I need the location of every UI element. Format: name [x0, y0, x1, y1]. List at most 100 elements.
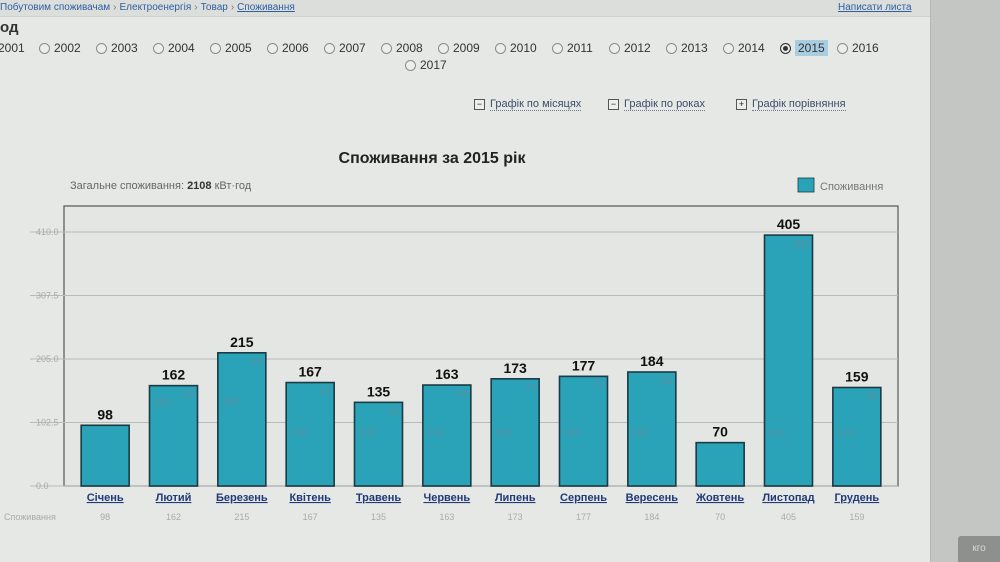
bar-Лютий: [148, 384, 199, 487]
radio-icon[interactable]: [96, 42, 107, 54]
total-unit: кВт·год: [212, 180, 252, 192]
radio-icon[interactable]: [153, 42, 164, 54]
bar-Червень: [422, 384, 472, 487]
bar-inner-top-label: 35: [388, 406, 400, 417]
bar-inner-base-label: 100: [769, 428, 786, 439]
year-option-2008[interactable]: 2008: [381, 39, 423, 57]
page: Побутовим споживачам › Електроенергія › Това…: [0, 0, 930, 562]
year-option-2012[interactable]: 2012: [609, 39, 651, 57]
y-tick-label: 205.0: [36, 354, 59, 364]
radio-icon[interactable]: [381, 42, 392, 54]
year-option-label: 2004: [168, 41, 195, 55]
year-option-2001[interactable]: 2001: [0, 39, 25, 57]
year-option-2011[interactable]: 2011: [552, 39, 593, 57]
x-tick-label: Січень: [87, 492, 124, 504]
legend-swatch: [797, 177, 815, 193]
x-tick-label: Квітень: [289, 492, 331, 504]
radio-icon[interactable]: [210, 42, 221, 54]
bar-inner-base-label: 100: [290, 428, 307, 439]
radio-icon[interactable]: [39, 42, 50, 54]
total-value: 2108: [187, 180, 211, 192]
chart-view-link-label[interactable]: Графік порівняння: [752, 98, 846, 111]
radio-icon[interactable]: [495, 42, 506, 54]
year-option-2017[interactable]: 2017: [405, 56, 447, 74]
year-option-2004[interactable]: 2004: [153, 39, 195, 57]
breadcrumb-item[interactable]: Побутовим споживачам: [0, 2, 111, 13]
year-option-label: 2015: [795, 40, 828, 56]
year-option-2006[interactable]: 2006: [267, 39, 309, 57]
chart-view-link[interactable]: + Графік порівняння: [736, 98, 846, 111]
radio-icon[interactable]: [438, 42, 449, 54]
year-option-label: 2008: [396, 41, 423, 55]
table-cell: 162: [166, 512, 181, 522]
year-option-label: 2002: [54, 41, 81, 55]
breadcrumb-item[interactable]: Споживання: [237, 2, 295, 13]
bar-inner-top-label: 59: [867, 391, 879, 402]
radio-icon[interactable]: [552, 42, 563, 54]
chart-title: Споживання за 2015 рік: [339, 150, 527, 167]
table-cell: 167: [303, 512, 318, 522]
year-option-label: 2009: [453, 41, 480, 55]
year-option-2015[interactable]: 2015: [780, 39, 828, 57]
radio-icon[interactable]: [837, 42, 848, 54]
radio-icon[interactable]: [780, 42, 791, 54]
year-option-2016[interactable]: 2016: [837, 39, 879, 57]
year-option-2005[interactable]: 2005: [210, 39, 252, 57]
year-option-2002[interactable]: 2002: [39, 39, 81, 57]
year-option-label: 2010: [510, 41, 537, 55]
bar-value-label: 405: [777, 216, 801, 232]
year-option-label: 2013: [681, 41, 708, 55]
bar-value-label: 162: [162, 367, 186, 383]
chart-view-link[interactable]: − Графік по місяцях: [474, 98, 582, 111]
chart-view-link-label[interactable]: Графік по роках: [624, 98, 705, 111]
bar-Серпень: [558, 375, 609, 487]
bar-inner-base-label: 100: [564, 428, 581, 439]
minus-box-icon[interactable]: −: [608, 99, 619, 110]
table-cell: 163: [439, 512, 454, 522]
chart-view-link-label[interactable]: Графік по місяцях: [490, 98, 582, 111]
bar-value-label: 163: [435, 366, 459, 382]
consumption-chart: Споживання за 2015 рік Загальне споживанн…: [4, 150, 899, 522]
bar-value-label: 167: [298, 364, 322, 380]
year-option-2003[interactable]: 2003: [96, 39, 138, 57]
year-option-label: 2016: [852, 41, 879, 55]
table-cell: 405: [781, 512, 796, 522]
year-option-2007[interactable]: 2007: [324, 39, 366, 57]
year-option-2010[interactable]: 2010: [495, 39, 537, 57]
x-tick-label: Березень: [216, 492, 268, 504]
breadcrumb-separator: ›: [113, 2, 117, 13]
bar-inner-top-label: 84: [662, 376, 674, 387]
radio-icon[interactable]: [723, 42, 734, 54]
year-option-label: 2006: [282, 41, 309, 55]
bar-inner-base-label: 150: [154, 397, 171, 408]
right-side-panel: [930, 0, 1000, 562]
bar-inner-base-label: 100: [632, 428, 649, 439]
breadcrumb-separator: ›: [194, 2, 198, 13]
year-option-2014[interactable]: 2014: [723, 39, 765, 57]
minus-box-icon[interactable]: −: [474, 99, 485, 110]
radio-icon[interactable]: [609, 42, 620, 54]
bar-inner-base-label: 100: [837, 428, 854, 439]
bar-Квітень: [285, 381, 335, 487]
breadcrumb-item[interactable]: Товар: [200, 2, 228, 13]
bar-Січень: [80, 424, 130, 487]
breadcrumb: Побутовим споживачам › Електроенергія › Това…: [0, 0, 295, 16]
legend-label: Споживання: [820, 181, 883, 193]
radio-icon[interactable]: [324, 42, 335, 54]
write-letter-link[interactable]: Написати листа: [838, 2, 912, 13]
radio-icon[interactable]: [267, 42, 278, 54]
x-tick-label: Жовтень: [695, 492, 744, 504]
corner-button[interactable]: кго: [958, 536, 1000, 562]
chart-view-link[interactable]: − Графік по роках: [608, 98, 705, 111]
radio-icon[interactable]: [405, 59, 416, 71]
year-option-label: 2007: [339, 41, 366, 55]
year-option-label: 2003: [111, 41, 138, 55]
bar-value-label: 98: [97, 406, 113, 422]
breadcrumb-item[interactable]: Електроенергія: [119, 2, 192, 13]
plus-box-icon[interactable]: +: [736, 99, 747, 110]
year-option-2009[interactable]: 2009: [438, 39, 480, 57]
bar-value-label: 215: [230, 334, 254, 350]
bar-inner-top-label: 77: [593, 380, 605, 391]
year-option-2013[interactable]: 2013: [666, 39, 708, 57]
radio-icon[interactable]: [666, 42, 677, 54]
